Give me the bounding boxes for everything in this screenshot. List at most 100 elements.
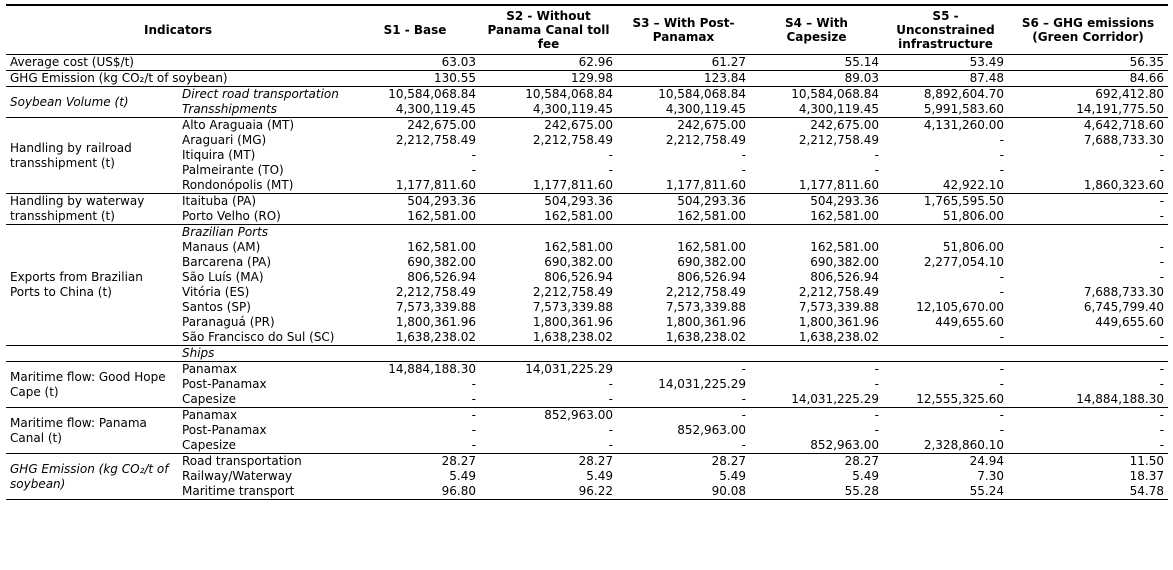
subheading-row: Exports from Brazilian Ports to China (t… bbox=[6, 224, 1168, 346]
value-cell: 84.66 bbox=[1008, 70, 1168, 87]
value-cell: 162,581.00 bbox=[407, 209, 476, 223]
row-label: Transshipments bbox=[182, 102, 277, 116]
row-label: São Luís (MA) bbox=[182, 270, 264, 284]
value-cell: 2,212,758.49 bbox=[532, 285, 613, 299]
row-label: Santos (SP) bbox=[182, 300, 251, 314]
value-cell: - bbox=[874, 423, 879, 437]
value-cell: 7,573,339.88 bbox=[532, 300, 613, 314]
value-cell: 4,300,119.45 bbox=[395, 102, 476, 116]
group-label: Exports from Brazilian Ports to China (t… bbox=[6, 224, 178, 346]
value-cell: 14,884,188.30 bbox=[350, 361, 480, 377]
empty-cell bbox=[350, 345, 480, 362]
value-cell: - bbox=[1159, 209, 1164, 223]
value-cell: 8,892,604.70 bbox=[883, 86, 1008, 102]
value-cell: 2,212,758.49 bbox=[665, 133, 746, 147]
row-label: Capesize bbox=[182, 438, 236, 452]
row: Maritime flow: Panama Canal (t) Panamax -8… bbox=[6, 407, 1168, 454]
value-cell: - bbox=[617, 407, 750, 423]
value-cell: 690,382.00 bbox=[810, 255, 879, 269]
row: GHG Emission (kg CO₂/t of soybean) Road t… bbox=[6, 453, 1168, 500]
page: Indicators S1 - Base S2 - Without Panama C… bbox=[0, 4, 1173, 570]
group-label: Handling by waterway transshipment (t) bbox=[6, 193, 178, 225]
value-cell: 7,573,339.88 bbox=[395, 300, 476, 314]
value-cell: - bbox=[617, 361, 750, 377]
group-label: Soybean Volume (t) bbox=[6, 86, 178, 118]
value-cell: 6,745,799.40 bbox=[1083, 300, 1164, 314]
value-cell: 28.27 bbox=[480, 453, 617, 469]
value-cell: 12,105,670.00 bbox=[916, 300, 1004, 314]
value-cell: - bbox=[874, 148, 879, 162]
value-cell: - bbox=[350, 407, 480, 423]
empty-cell bbox=[350, 224, 480, 240]
value-cell: 61.27 bbox=[617, 54, 750, 71]
empty-cell bbox=[883, 345, 1008, 362]
value-cell: 806,526.94 bbox=[810, 270, 879, 284]
row: Barcarena (PA) 690,382.00 690,382.00 690,38… bbox=[6, 255, 1168, 270]
value-cell: 14,191,775.50 bbox=[1076, 102, 1164, 116]
value-cell: 1,177,811.60 bbox=[665, 178, 746, 192]
row-label: Porto Velho (RO) bbox=[182, 209, 281, 223]
value-cell: 1,800,361.96 bbox=[395, 315, 476, 329]
subheading: Brazilian Ports bbox=[178, 224, 350, 240]
value-cell: 690,382.00 bbox=[677, 255, 746, 269]
empty-cell bbox=[480, 345, 617, 362]
value-cell: 129.98 bbox=[480, 70, 617, 87]
empty-cell bbox=[883, 224, 1008, 240]
value-cell: 162,581.00 bbox=[544, 240, 613, 254]
value-cell: 10,584,068.84 bbox=[750, 86, 883, 102]
value-cell: - bbox=[608, 423, 613, 437]
value-cell: - bbox=[741, 392, 746, 406]
row-label: Direct road transportation bbox=[178, 86, 350, 102]
value-cell: 96.22 bbox=[480, 484, 617, 500]
value-cell: 90.08 bbox=[617, 484, 750, 500]
column-header: S2 - Without Panama Canal toll fee bbox=[480, 4, 617, 55]
row: Vitória (ES) 2,212,758.49 2,212,758.49 2,21… bbox=[6, 285, 1168, 300]
column-header: Indicators bbox=[6, 4, 350, 55]
row: Palmeirante (TO) - - - - - - bbox=[6, 163, 1168, 178]
value-cell: 162,581.00 bbox=[677, 240, 746, 254]
row-label: Araguari (MG) bbox=[182, 133, 267, 147]
value-cell: 2,212,758.49 bbox=[395, 285, 476, 299]
row: São Luís (MA) 806,526.94 806,526.94 806,526… bbox=[6, 270, 1168, 285]
value-cell: - bbox=[999, 133, 1004, 147]
value-cell: 54.78 bbox=[1008, 484, 1168, 500]
value-cell: 10,584,068.84 bbox=[617, 86, 750, 102]
value-cell: - bbox=[1159, 240, 1164, 254]
row-label: Itaituba (PA) bbox=[178, 193, 350, 209]
value-cell: 162,581.00 bbox=[407, 240, 476, 254]
value-cell: 51,806.00 bbox=[942, 240, 1004, 254]
value-cell: - bbox=[1008, 361, 1168, 377]
value-cell: - bbox=[741, 163, 746, 177]
value-cell: 4,300,119.45 bbox=[532, 102, 613, 116]
value-cell: 14,031,225.29 bbox=[791, 392, 879, 406]
value-cell: 7,573,339.88 bbox=[665, 300, 746, 314]
value-cell: 96.80 bbox=[350, 484, 480, 500]
value-cell: 2,328,860.10 bbox=[923, 438, 1004, 452]
row-label: Barcarena (PA) bbox=[182, 255, 272, 269]
value-cell: 11.50 bbox=[1008, 453, 1168, 469]
value-cell: 5,991,583.60 bbox=[923, 102, 1004, 116]
value-cell: - bbox=[1159, 423, 1164, 437]
value-cell: 1,177,811.60 bbox=[395, 178, 476, 192]
empty-cell bbox=[1008, 224, 1168, 240]
value-cell: - bbox=[471, 377, 476, 391]
value-cell: - bbox=[883, 361, 1008, 377]
value-cell: - bbox=[608, 377, 613, 391]
value-cell: 1,638,238.02 bbox=[532, 330, 613, 344]
value-cell: 53.49 bbox=[883, 54, 1008, 71]
value-cell: 123.84 bbox=[617, 70, 750, 87]
row: Capesize - - - 14,031,225.29 12,555,325.60 14,… bbox=[6, 392, 1168, 408]
row-label: Maritime transport bbox=[178, 484, 350, 500]
row-label: Panamax bbox=[178, 361, 350, 377]
value-cell: 7,573,339.88 bbox=[798, 300, 879, 314]
value-cell: 14,884,188.30 bbox=[1076, 392, 1164, 406]
row: Rondonópolis (MT) 1,177,811.60 1,177,811.6… bbox=[6, 178, 1168, 194]
value-cell: - bbox=[999, 163, 1004, 177]
value-cell: 806,526.94 bbox=[677, 270, 746, 284]
value-cell: - bbox=[883, 407, 1008, 423]
value-cell: 63.03 bbox=[350, 54, 480, 71]
value-cell: - bbox=[874, 163, 879, 177]
value-cell: 28.27 bbox=[750, 453, 883, 469]
column-header: S5 - Unconstrained infrastructure bbox=[883, 4, 1008, 55]
value-cell: - bbox=[1008, 407, 1168, 423]
